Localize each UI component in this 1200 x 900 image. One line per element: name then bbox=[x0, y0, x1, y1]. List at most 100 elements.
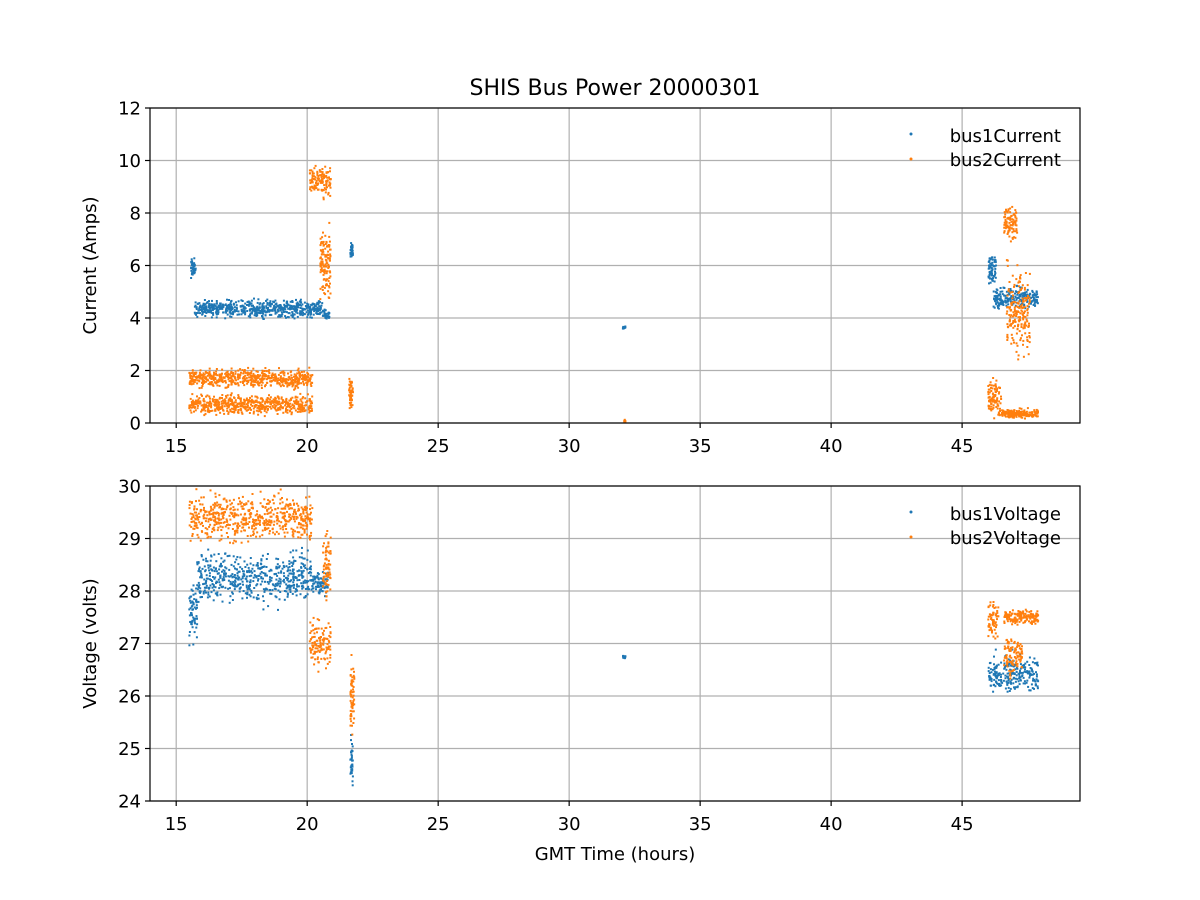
point-bus2current bbox=[348, 377, 351, 380]
point-bus1voltage bbox=[1029, 689, 1032, 692]
point-bus2voltage bbox=[329, 626, 332, 628]
point-bus1voltage bbox=[203, 586, 206, 589]
point-bus1voltage bbox=[285, 583, 288, 586]
point-bus1current bbox=[261, 310, 263, 313]
point-bus1current bbox=[305, 311, 308, 314]
point-bus2voltage bbox=[304, 505, 307, 508]
point-bus1current bbox=[321, 314, 324, 317]
point-bus1voltage bbox=[249, 595, 252, 598]
point-bus2current bbox=[1011, 231, 1014, 234]
point-bus2voltage bbox=[265, 528, 268, 531]
point-bus2voltage bbox=[221, 511, 224, 514]
point-bus2current bbox=[243, 398, 246, 401]
point-bus1current bbox=[325, 317, 328, 320]
point-bus1current bbox=[208, 304, 211, 307]
point-bus2voltage bbox=[206, 536, 209, 539]
point-bus2current bbox=[623, 420, 626, 423]
point-bus2current bbox=[1002, 412, 1005, 415]
point-bus2voltage bbox=[289, 502, 292, 505]
point-bus1current bbox=[235, 307, 238, 310]
point-bus1current bbox=[991, 264, 994, 267]
point-bus2current bbox=[1024, 272, 1027, 274]
point-bus2current bbox=[261, 369, 264, 372]
point-bus1voltage bbox=[1024, 682, 1027, 685]
point-bus2voltage bbox=[198, 521, 201, 524]
point-bus1voltage bbox=[286, 578, 289, 581]
point-bus1current bbox=[214, 307, 217, 310]
point-bus2current bbox=[237, 405, 240, 408]
point-bus2current bbox=[269, 405, 272, 408]
point-bus2voltage bbox=[195, 524, 198, 527]
point-bus2voltage bbox=[312, 644, 315, 647]
point-bus2current bbox=[225, 371, 228, 374]
point-bus1current bbox=[277, 305, 280, 307]
point-bus1current bbox=[351, 246, 354, 248]
point-bus2voltage bbox=[312, 652, 315, 655]
point-bus1current bbox=[282, 299, 285, 302]
point-bus1voltage bbox=[316, 574, 319, 577]
point-bus2current bbox=[992, 384, 995, 387]
point-bus2voltage bbox=[310, 630, 313, 633]
point-bus2current bbox=[229, 403, 232, 406]
point-bus2voltage bbox=[321, 638, 324, 641]
point-bus2current bbox=[220, 400, 223, 403]
point-bus2voltage bbox=[291, 507, 294, 510]
point-bus2current bbox=[998, 414, 1001, 417]
point-bus2current bbox=[277, 397, 280, 400]
point-bus2current bbox=[212, 375, 215, 378]
point-bus2current bbox=[231, 378, 234, 381]
point-bus2current bbox=[221, 368, 224, 371]
point-bus2voltage bbox=[319, 639, 322, 642]
point-bus1voltage bbox=[205, 579, 208, 582]
point-bus2current bbox=[202, 379, 205, 382]
point-bus1voltage bbox=[993, 678, 996, 681]
point-bus1current bbox=[994, 276, 997, 279]
point-bus2voltage bbox=[317, 627, 320, 630]
point-bus2voltage bbox=[317, 649, 320, 652]
point-bus2current bbox=[1015, 229, 1018, 232]
point-bus2current bbox=[296, 372, 299, 375]
point-bus1voltage bbox=[251, 567, 254, 570]
point-bus1voltage bbox=[292, 576, 295, 578]
point-bus2current bbox=[349, 395, 351, 398]
point-bus2voltage bbox=[350, 695, 353, 698]
point-bus2current bbox=[305, 404, 308, 407]
point-bus1voltage bbox=[1016, 686, 1019, 689]
point-bus2current bbox=[306, 393, 309, 396]
point-bus2voltage bbox=[195, 511, 197, 514]
point-bus2current bbox=[1027, 415, 1030, 418]
point-bus1current bbox=[1001, 300, 1004, 303]
point-bus2current bbox=[1016, 327, 1019, 330]
point-bus1voltage bbox=[261, 580, 264, 583]
point-bus1voltage bbox=[987, 666, 990, 669]
point-bus2current bbox=[320, 178, 323, 181]
point-bus2current bbox=[1004, 410, 1007, 413]
point-bus2current bbox=[191, 378, 194, 381]
point-bus1voltage bbox=[308, 588, 310, 591]
point-bus2voltage bbox=[320, 647, 323, 650]
point-bus2current bbox=[311, 185, 313, 188]
point-bus1current bbox=[204, 303, 207, 306]
point-bus1voltage bbox=[1014, 668, 1017, 671]
point-bus2current bbox=[203, 377, 206, 380]
point-bus2voltage bbox=[213, 506, 216, 509]
point-bus2current bbox=[203, 400, 205, 403]
point-bus2current bbox=[193, 381, 196, 383]
point-bus1voltage bbox=[302, 563, 305, 566]
point-bus2current bbox=[1022, 343, 1024, 346]
point-bus2current bbox=[248, 376, 251, 379]
point-bus1voltage bbox=[1007, 664, 1010, 666]
point-bus2current bbox=[1012, 339, 1015, 342]
point-bus1current bbox=[194, 304, 197, 307]
current-x-tick-label: 15 bbox=[165, 436, 188, 457]
point-bus1current bbox=[307, 304, 310, 306]
point-bus1voltage bbox=[236, 572, 239, 575]
point-bus2voltage bbox=[251, 503, 254, 506]
point-bus2current bbox=[285, 397, 288, 400]
point-bus2current bbox=[1010, 301, 1013, 304]
point-bus1current bbox=[291, 306, 294, 309]
point-bus2voltage bbox=[284, 525, 287, 527]
point-bus2current bbox=[219, 376, 222, 379]
point-bus2current bbox=[1006, 210, 1009, 213]
point-bus1voltage bbox=[276, 574, 279, 577]
